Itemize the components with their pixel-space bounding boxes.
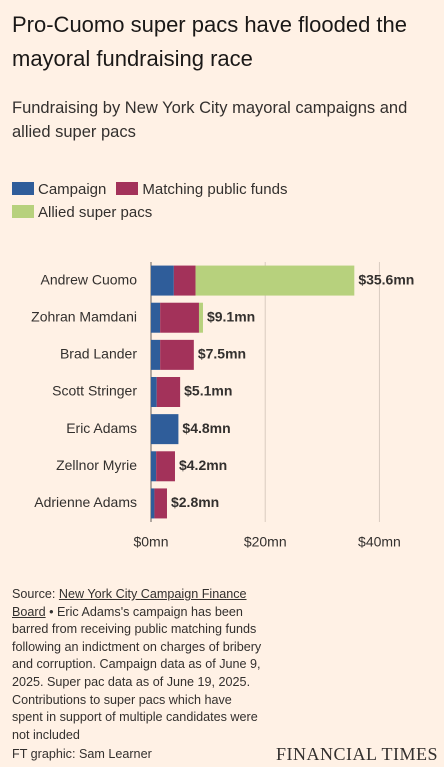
legend-label: Campaign (38, 181, 107, 198)
bar-segment (156, 377, 181, 407)
legend-item: Campaign (12, 178, 106, 201)
x-tick-label: $40mn (358, 534, 401, 550)
value-label: $35.6mn (358, 271, 414, 287)
value-label: $9.1mn (207, 308, 255, 324)
brand: FINANCIAL TIMES (275, 744, 438, 764)
bar-segment (151, 414, 179, 445)
chart-subtitle: Fundraising by New York City mayoral cam… (12, 99, 408, 141)
y-tick-label: Zohran Mamdani (31, 308, 137, 324)
y-tick-label: Adrienne Adams (34, 494, 137, 510)
bar-segment (151, 265, 174, 296)
source-note-text: • Eric Adams's campaign has been barred … (12, 604, 262, 742)
value-label: $7.5mn (198, 346, 246, 362)
bar-segment (154, 488, 167, 519)
bar-segment (173, 265, 196, 296)
bar-segment (151, 451, 157, 482)
legend-item: Allied super pacs (12, 201, 152, 224)
value-label: $2.8mn (171, 494, 219, 510)
value-label: $4.2mn (179, 457, 227, 473)
source-link[interactable]: New York City Campaign Finance Board (12, 587, 247, 619)
y-tick-label: Scott Stringer (52, 383, 137, 399)
bar-segment (151, 302, 161, 333)
bar-segment (156, 451, 175, 482)
legend-label: Matching public funds (142, 181, 288, 198)
bar-segment (151, 488, 155, 519)
legend-label: Allied super pacs (38, 204, 153, 221)
legend-item: Matching public funds (116, 178, 287, 201)
x-tick-label: $0mn (133, 534, 168, 550)
bar-segment (151, 377, 157, 407)
credit: FT graphic: Sam Learner (12, 747, 152, 761)
x-tick-label: $20mn (244, 534, 287, 550)
legend-swatch (12, 182, 34, 195)
bar-segment (151, 339, 161, 370)
bar-segment (160, 339, 194, 370)
bar-segment (160, 302, 199, 333)
legend: Campaign Matching public funds Allied supe… (12, 178, 432, 224)
value-label: $5.1mn (184, 383, 232, 399)
chart: $0mn $20mn $40mn Andrew Cuomo $35.6mn Zohran … (31, 262, 414, 550)
bar-segment (195, 265, 355, 296)
y-tick-label: Eric Adams (66, 420, 137, 436)
bar-segment (198, 302, 203, 333)
y-tick-label: Zellnor Myrie (56, 457, 137, 473)
legend-swatch (116, 182, 139, 195)
legend-swatch (12, 205, 34, 218)
source-label: Source: (12, 587, 56, 601)
value-label: $4.8mn (182, 420, 230, 436)
y-tick-label: Andrew Cuomo (41, 271, 138, 287)
source-note: Source: New York City Campaign Finance B… (12, 586, 262, 744)
chart-title: Pro-Cuomo super pacs have flooded the ma… (12, 12, 408, 71)
y-tick-label: Brad Lander (60, 346, 137, 362)
